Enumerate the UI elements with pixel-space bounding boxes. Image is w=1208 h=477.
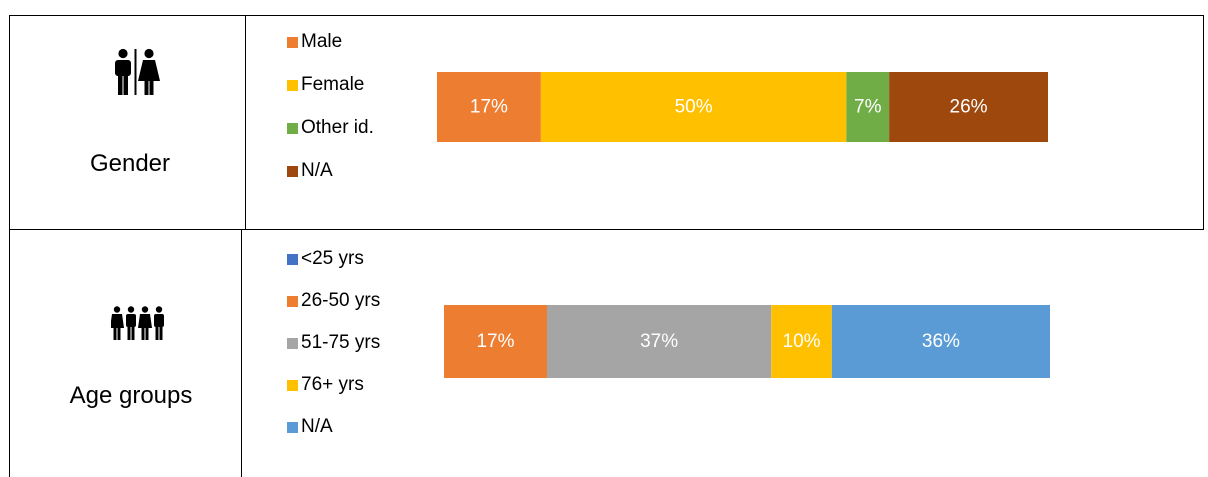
legend-item-76-plus: 76+ yrs <box>287 374 364 396</box>
legend-swatch-other <box>287 122 298 134</box>
legend-label: Female <box>301 74 365 95</box>
bar-segment-76-yrs <box>771 305 832 378</box>
legend-swatch-female <box>287 79 298 91</box>
bar-segment-n-a <box>889 72 1048 142</box>
legend-item-51-75: 51-75 yrs <box>287 332 380 354</box>
table-border-left <box>9 15 10 477</box>
legend-swatch-under-25 <box>287 253 298 265</box>
restroom-icon <box>110 48 162 96</box>
bar-segment-male <box>437 72 541 142</box>
legend-label: N/A <box>301 160 333 181</box>
gender-legend: Male Female Other id. N/A <box>287 31 427 191</box>
legend-item-na: N/A <box>287 416 333 438</box>
legend-swatch-na <box>287 421 298 433</box>
column-divider-top <box>245 15 246 230</box>
data-label-n-a: 26% <box>950 97 988 118</box>
gender-stacked-bar: 17% 50% 7% 26% <box>437 72 1048 142</box>
data-label-76-yrs: 10% <box>783 331 821 352</box>
data-label-51-75-yrs: 37% <box>640 331 678 352</box>
legend-item-male: Male <box>287 31 342 53</box>
legend-item-other: Other id. <box>287 117 374 139</box>
legend-label: 76+ yrs <box>301 374 364 395</box>
legend-swatch-76-plus <box>287 379 298 391</box>
bar-segment-female <box>540 72 847 142</box>
data-label-other-id: 7% <box>854 97 882 118</box>
legend-label: 26-50 yrs <box>301 290 381 311</box>
data-label-female: 50% <box>675 97 713 118</box>
data-label-n-a: 36% <box>922 331 960 352</box>
legend-swatch-na <box>287 165 298 177</box>
legend-swatch-51-75 <box>287 337 298 349</box>
column-divider-bottom <box>241 229 242 477</box>
bar-segment-26-50-yrs <box>444 305 548 378</box>
table-border-top <box>9 15 1204 16</box>
bar-segment-n-a <box>831 305 1050 378</box>
legend-swatch-26-50 <box>287 295 298 307</box>
row-divider <box>9 229 1204 230</box>
legend-label: 51-75 yrs <box>301 332 381 353</box>
legend-item-under-25: <25 yrs <box>287 248 364 270</box>
legend-item-female: Female <box>287 74 364 96</box>
age-legend: <25 yrs 26-50 yrs 51-75 yrs 76+ yrs N/A <box>287 248 427 448</box>
legend-label: N/A <box>301 416 333 437</box>
age-stacked-bar: 17% 37% 10% 36% <box>444 305 1050 378</box>
legend-swatch-male <box>287 36 298 48</box>
row-label-age-groups: Age groups <box>69 382 193 409</box>
legend-label: <25 yrs <box>301 248 364 269</box>
table-border-right <box>1203 15 1204 230</box>
data-label-male: 17% <box>470 97 508 118</box>
bar-segment-51-75-yrs <box>547 305 772 378</box>
legend-label: Male <box>301 31 343 52</box>
row-label-gender: Gender <box>89 150 171 177</box>
bar-segment-other-id <box>846 72 890 142</box>
people-group-icon <box>110 306 165 340</box>
data-label-26-50-yrs: 17% <box>476 331 514 352</box>
legend-item-na: N/A <box>287 160 333 182</box>
legend-label: Other id. <box>301 117 374 138</box>
legend-item-26-50: 26-50 yrs <box>287 290 380 312</box>
